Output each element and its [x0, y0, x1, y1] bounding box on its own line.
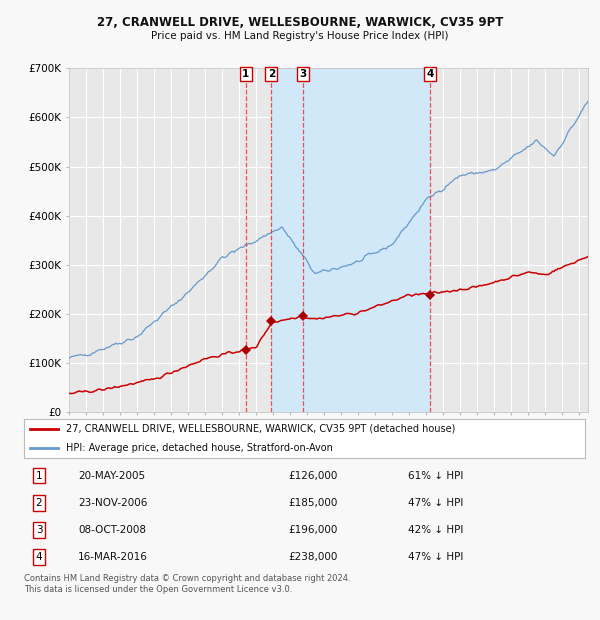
- Text: 47% ↓ HPI: 47% ↓ HPI: [408, 498, 463, 508]
- Text: £185,000: £185,000: [288, 498, 337, 508]
- Text: £238,000: £238,000: [288, 552, 337, 562]
- Text: 1: 1: [35, 471, 43, 480]
- Text: 2: 2: [35, 498, 43, 508]
- Text: 3: 3: [35, 525, 43, 535]
- Text: £196,000: £196,000: [288, 525, 337, 535]
- Text: 3: 3: [299, 69, 307, 79]
- Text: 2: 2: [268, 69, 275, 79]
- Text: 27, CRANWELL DRIVE, WELLESBOURNE, WARWICK, CV35 9PT (detached house): 27, CRANWELL DRIVE, WELLESBOURNE, WARWIC…: [66, 423, 455, 434]
- Text: HPI: Average price, detached house, Stratford-on-Avon: HPI: Average price, detached house, Stra…: [66, 443, 333, 453]
- Text: Contains HM Land Registry data © Crown copyright and database right 2024.
This d: Contains HM Land Registry data © Crown c…: [24, 574, 350, 593]
- Text: 23-NOV-2006: 23-NOV-2006: [78, 498, 148, 508]
- Text: 20-MAY-2005: 20-MAY-2005: [78, 471, 145, 480]
- Text: 08-OCT-2008: 08-OCT-2008: [78, 525, 146, 535]
- Text: 1: 1: [242, 69, 249, 79]
- Text: 16-MAR-2016: 16-MAR-2016: [78, 552, 148, 562]
- Text: 4: 4: [426, 69, 434, 79]
- Bar: [271, 68, 430, 412]
- Text: 61% ↓ HPI: 61% ↓ HPI: [408, 471, 463, 480]
- Text: Price paid vs. HM Land Registry's House Price Index (HPI): Price paid vs. HM Land Registry's House …: [151, 31, 449, 41]
- Text: 47% ↓ HPI: 47% ↓ HPI: [408, 552, 463, 562]
- Text: 42% ↓ HPI: 42% ↓ HPI: [408, 525, 463, 535]
- Text: 4: 4: [35, 552, 43, 562]
- Text: £126,000: £126,000: [288, 471, 337, 480]
- Text: 27, CRANWELL DRIVE, WELLESBOURNE, WARWICK, CV35 9PT: 27, CRANWELL DRIVE, WELLESBOURNE, WARWIC…: [97, 16, 503, 29]
